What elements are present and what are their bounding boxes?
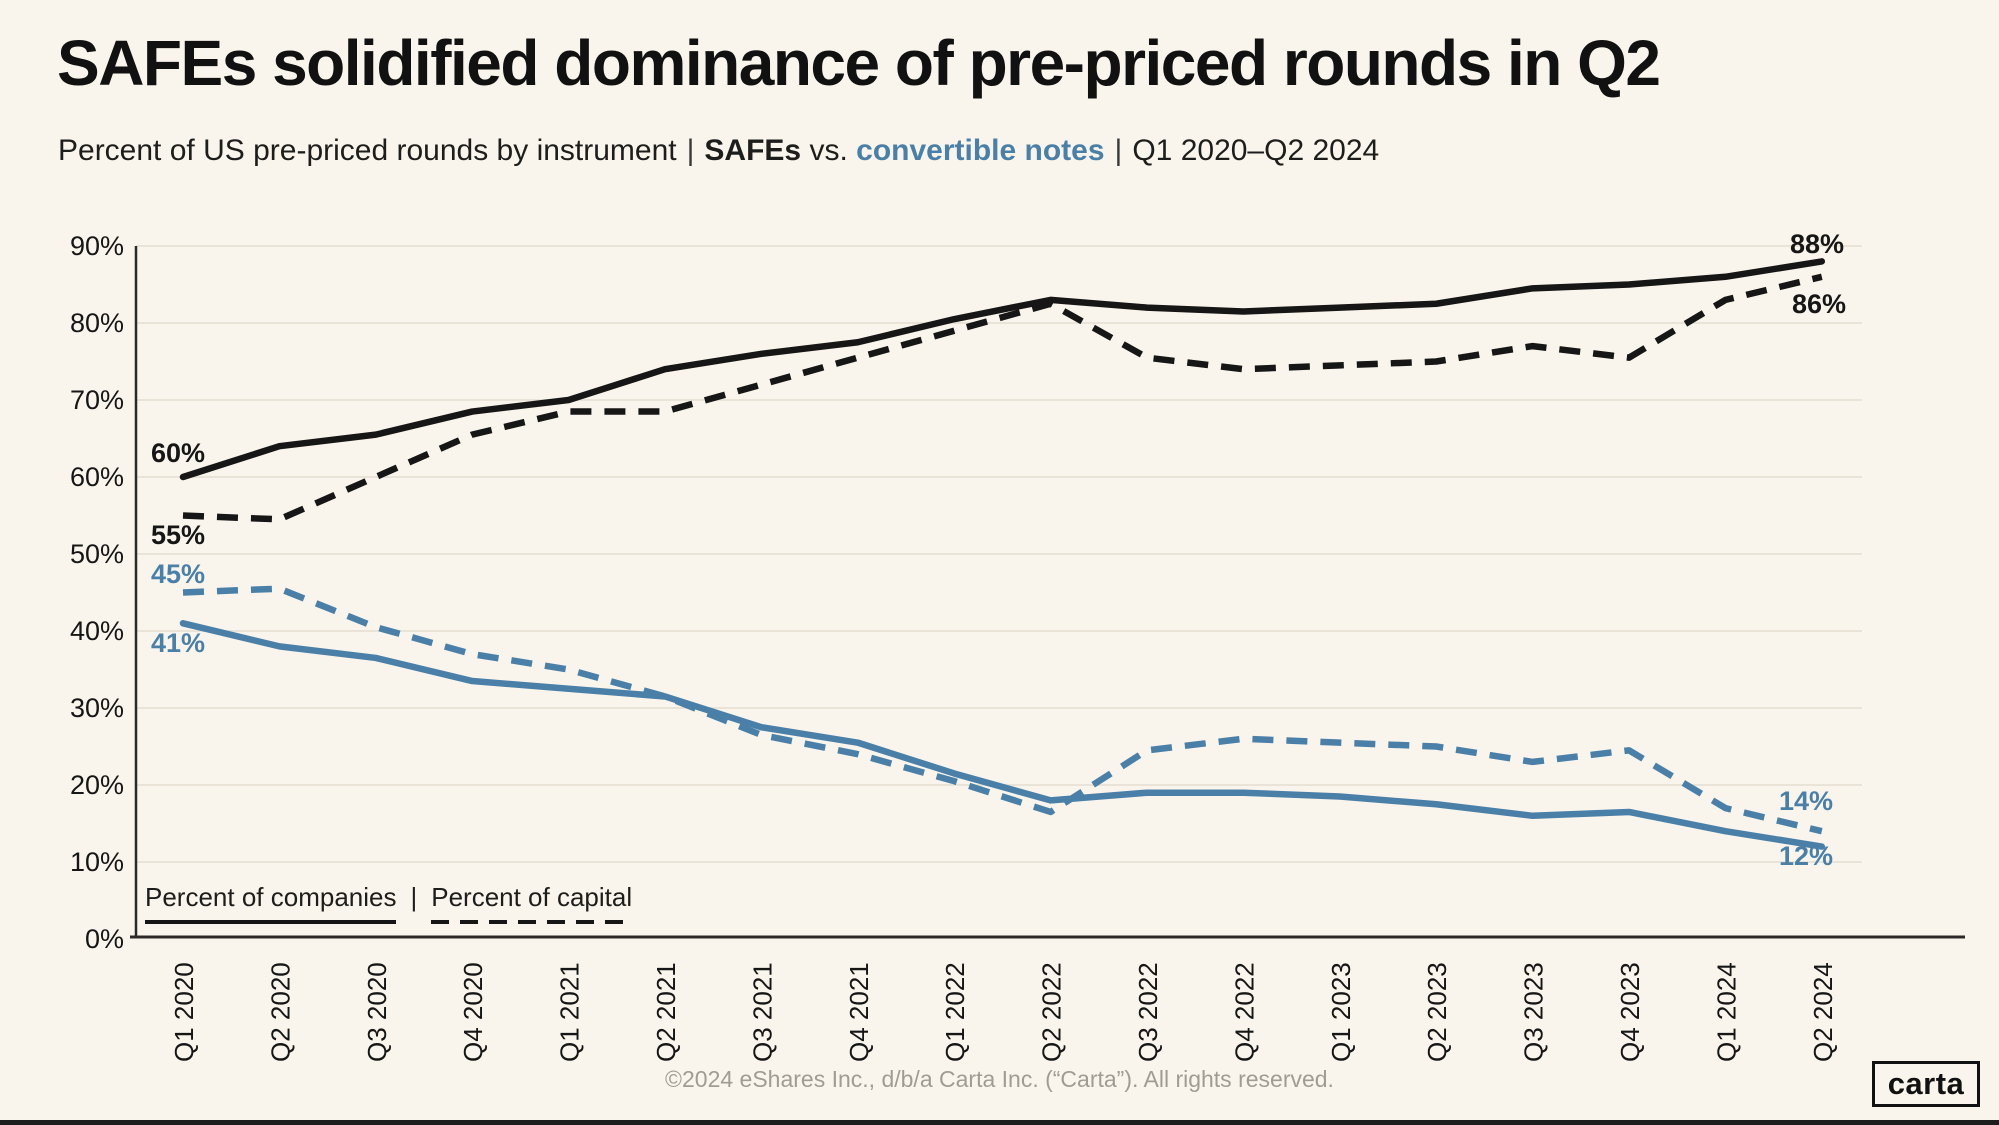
x-axis-tick-label: Q2 2022 (1037, 962, 1067, 1062)
y-axis-tick-label: 0% (85, 924, 124, 954)
data-point-label: 45% (150, 559, 205, 589)
x-axis-tick-label: Q3 2022 (1133, 962, 1163, 1062)
data-point-label: 14% (1779, 786, 1834, 816)
y-axis-tick-label: 70% (70, 385, 124, 415)
data-point-label: 60% (150, 438, 205, 468)
y-axis-tick-label: 80% (70, 308, 124, 338)
series-safes-percent-of-capital (182, 273, 1823, 523)
x-axis-tick-label: Q1 2021 (555, 962, 585, 1062)
data-point-label: 55% (150, 520, 205, 550)
y-axis-tick-label: 50% (70, 539, 124, 569)
x-axis-tick-label: Q3 2021 (747, 962, 777, 1062)
subtitle-separator-2: | (1114, 134, 1123, 167)
x-axis-tick-label: Q4 2023 (1615, 962, 1645, 1062)
subtitle-safes-label: SAFEs (704, 134, 802, 167)
series-notes-percent-of-capital (182, 585, 1823, 835)
data-point-label: 88% (1790, 229, 1845, 259)
x-axis-tick-label: Q4 2021 (844, 962, 874, 1062)
x-axis-tick-label: Q2 2023 (1422, 962, 1452, 1062)
x-axis-tick-label: Q2 2021 (651, 962, 681, 1062)
subtitle-text: Percent of US pre-priced rounds by instr… (58, 134, 677, 167)
legend-label-companies: Percent of companies (145, 882, 397, 912)
y-axis-tick-label: 90% (70, 231, 124, 261)
x-axis-tick-label: Q1 2024 (1711, 962, 1741, 1062)
data-point-label: 12% (1779, 841, 1834, 871)
legend-separator: | (410, 882, 418, 912)
legend-solid-line-swatch (145, 920, 397, 924)
subtitle-separator: | (686, 134, 695, 167)
legend-item-companies: Percent of companies (145, 882, 397, 924)
y-axis-tick-label: 10% (70, 847, 124, 877)
copyright-notice: ©2024 eShares Inc., d/b/a Carta Inc. (“C… (665, 1066, 1334, 1092)
legend-dashed-line-swatch (431, 920, 633, 924)
x-axis-tick-label: Q3 2020 (362, 962, 392, 1062)
carta-logo: carta (1872, 1061, 1980, 1107)
page-title: SAFEs solidified dominance of pre-priced… (57, 27, 1661, 99)
legend-item-capital: Percent of capital (431, 882, 633, 924)
x-axis-tick-label: Q2 2020 (265, 962, 295, 1062)
series-safes-percent-of-companies (179, 258, 1826, 481)
x-axis-tick-label: Q1 2023 (1326, 962, 1356, 1062)
data-point-label: 41% (150, 628, 205, 658)
series-notes-percent-of-companies (179, 620, 1826, 850)
x-axis-tick-label: Q1 2020 (169, 962, 199, 1062)
x-axis-tick-label: Q3 2023 (1519, 962, 1549, 1062)
subtitle-vs: vs. (801, 134, 857, 167)
x-axis-tick-label: Q1 2022 (940, 962, 970, 1062)
x-axis-tick-label: Q4 2020 (458, 962, 488, 1062)
legend: Percent of companies | Percent of capita… (145, 882, 633, 924)
y-axis-tick-label: 60% (70, 462, 124, 492)
x-axis-tick-label: Q4 2022 (1229, 962, 1259, 1062)
subtitle-date-range: Q1 2020–Q2 2024 (1132, 134, 1380, 167)
data-point-label: 86% (1792, 289, 1847, 319)
y-axis-tick-label: 40% (70, 616, 124, 646)
bottom-border (0, 1120, 1999, 1125)
x-axis-tick-label: Q2 2024 (1808, 962, 1838, 1062)
y-axis-tick-label: 20% (70, 770, 124, 800)
legend-label-capital: Percent of capital (431, 882, 633, 912)
chart-subtitle: Percent of US pre-priced rounds by instr… (58, 134, 1379, 168)
y-axis-tick-label: 30% (70, 693, 124, 723)
subtitle-notes-label: convertible notes (856, 134, 1105, 167)
